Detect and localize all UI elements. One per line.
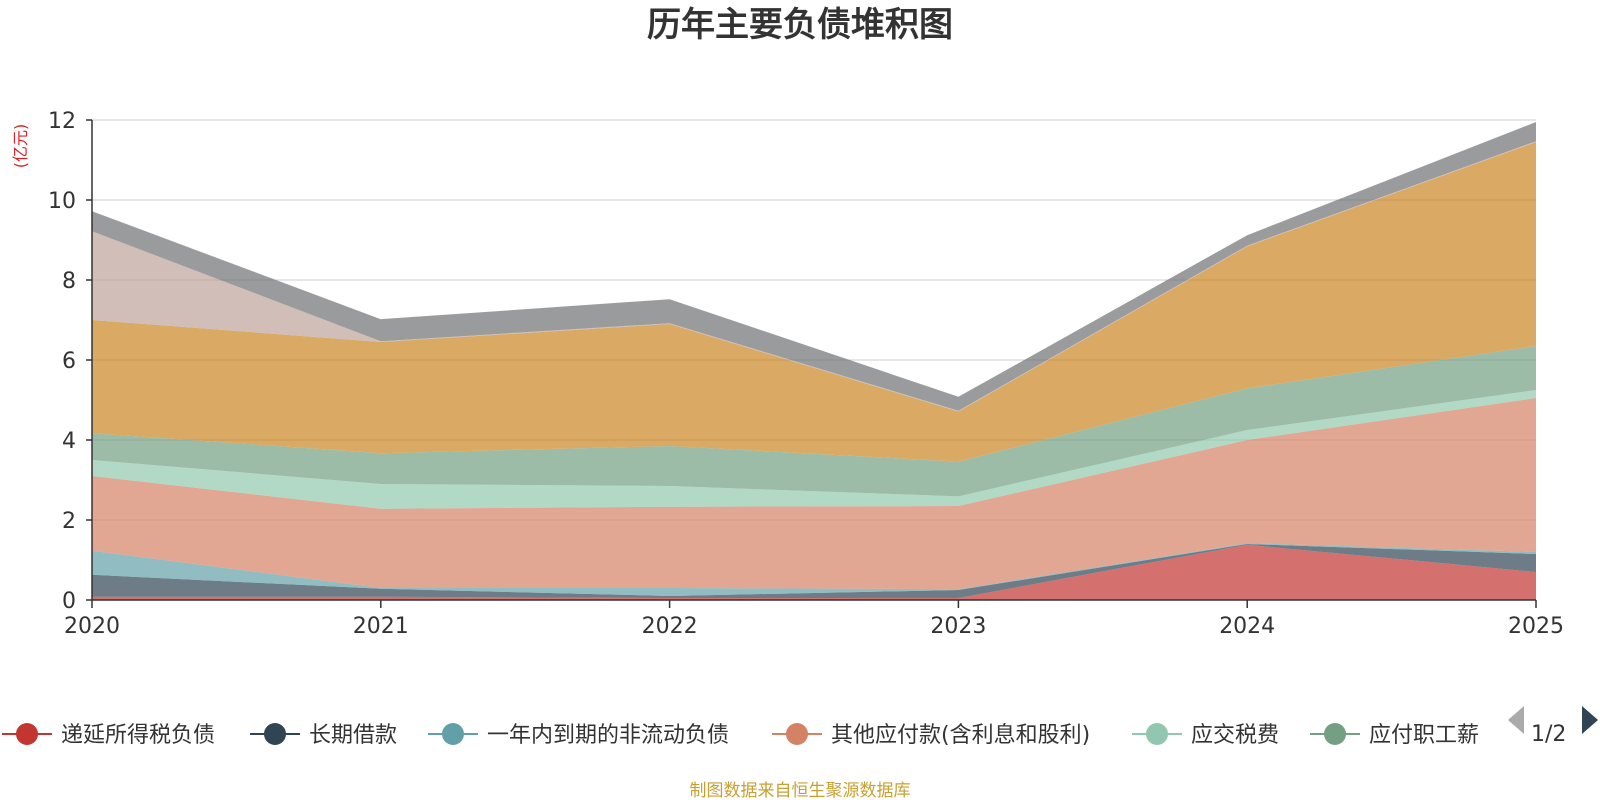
area-series-3 — [92, 398, 1536, 590]
legend-item-2[interactable]: 一年内到期的非流动负债 — [428, 723, 729, 748]
x-tick-label: 2025 — [1508, 614, 1564, 639]
y-tick-label: 8 — [62, 269, 76, 294]
legend-marker-icon — [1324, 723, 1346, 745]
x-tick-label: 2024 — [1219, 614, 1275, 639]
y-tick-label: 2 — [62, 509, 76, 534]
area-series-6 — [92, 142, 1536, 462]
legend-item-0[interactable]: 递延所得税负债 — [2, 723, 215, 748]
legend-marker-icon — [1146, 723, 1168, 745]
area-series-1 — [92, 544, 1536, 598]
legend: 递延所得税负债 长期借款 一年内到期的非流动负债 其他应付款(含利息和股利) 应交税费 应… — [2, 723, 1479, 748]
legend-label: 其他应付款(含利息和股利) — [831, 723, 1090, 748]
legend-item-5[interactable]: 应付职工薪 — [1310, 723, 1479, 748]
axes: 0 2 4 6 8 10 12 2020 2021 2022 2023 2024 2025 — [48, 109, 1564, 639]
legend-marker-icon — [16, 723, 38, 745]
legend-pager: 1/2 — [1508, 706, 1598, 747]
x-tick-label: 2022 — [642, 614, 698, 639]
legend-label: 递延所得税负债 — [61, 723, 215, 748]
legend-page-indicator: 1/2 — [1531, 722, 1566, 747]
next-page-icon[interactable] — [1582, 706, 1598, 734]
x-tick-label: 2023 — [930, 614, 986, 639]
legend-label: 长期借款 — [309, 723, 397, 748]
prev-page-icon[interactable] — [1508, 706, 1524, 734]
area-series-8 — [92, 122, 1536, 411]
y-tick-label: 12 — [48, 109, 76, 134]
area-layers — [92, 122, 1536, 600]
x-tick-label: 2020 — [64, 614, 120, 639]
data-source-note: 制图数据来自恒生聚源数据库 — [690, 781, 911, 800]
y-tick-label: 6 — [62, 349, 76, 374]
x-tick-label: 2021 — [353, 614, 409, 639]
y-tick-label: 10 — [48, 189, 76, 214]
y-axis-unit: (亿元) — [11, 124, 30, 169]
legend-label: 应交税费 — [1191, 723, 1279, 748]
legend-label: 应付职工薪 — [1369, 723, 1479, 748]
legend-marker-icon — [786, 723, 808, 745]
legend-item-4[interactable]: 应交税费 — [1132, 723, 1279, 748]
legend-marker-icon — [264, 723, 286, 745]
y-tick-label: 0 — [62, 589, 76, 614]
y-tick-label: 4 — [62, 429, 76, 454]
area-series-0 — [92, 544, 1536, 600]
legend-item-1[interactable]: 长期借款 — [250, 723, 397, 748]
legend-item-3[interactable]: 其他应付款(含利息和股利) — [772, 723, 1090, 748]
legend-marker-icon — [442, 723, 464, 745]
area-series-2 — [92, 543, 1536, 596]
chart-title: 历年主要负债堆积图 — [647, 5, 953, 45]
legend-label: 一年内到期的非流动负债 — [487, 723, 729, 748]
area-series-5 — [92, 346, 1536, 497]
